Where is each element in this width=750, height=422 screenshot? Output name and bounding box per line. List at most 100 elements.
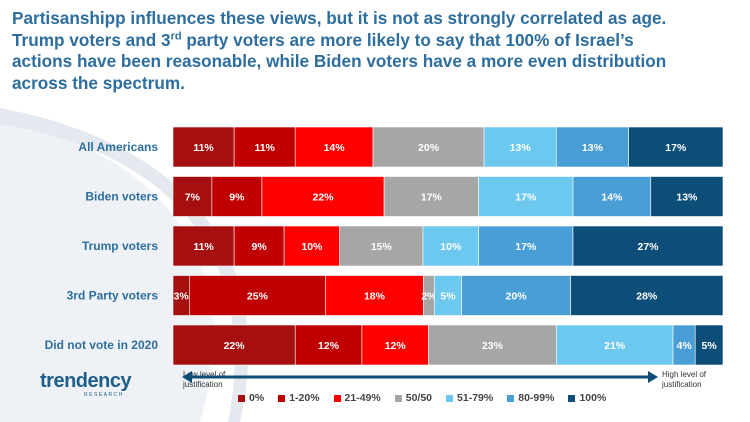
title-line-3: actions have been reasonable, while Bide… xyxy=(12,51,667,71)
category-label: Did not vote in 2020 xyxy=(45,338,159,352)
legend-item: 1-20% xyxy=(278,392,320,404)
bar-segment xyxy=(556,126,629,168)
data-label: 3% xyxy=(174,291,190,303)
bar-segment xyxy=(261,176,385,217)
data-label: 17% xyxy=(515,241,537,253)
legend-item: 51-79% xyxy=(446,392,493,404)
data-label: 18% xyxy=(364,291,386,303)
legend-item: 50/50 xyxy=(394,392,433,404)
legend-label: 100% xyxy=(579,392,607,404)
data-label: 7% xyxy=(185,192,201,204)
data-label: 12% xyxy=(385,340,407,352)
bar-segment xyxy=(211,176,263,217)
bar-segment xyxy=(422,225,479,267)
bar-segment xyxy=(294,126,374,168)
bar-segment xyxy=(372,126,485,168)
data-label: 13% xyxy=(510,142,532,154)
category-label: Trump voters xyxy=(82,239,158,253)
data-label: 9% xyxy=(229,192,245,204)
bar-segment xyxy=(483,126,557,168)
legend-label: 80-99% xyxy=(518,392,555,404)
category-label: All Americans xyxy=(78,140,158,154)
legend-item: 21-49% xyxy=(333,392,381,404)
bar-segment xyxy=(570,275,724,316)
bar-segment xyxy=(172,176,213,217)
data-label: 17% xyxy=(515,192,537,204)
data-label: 5% xyxy=(440,291,456,303)
data-label: 10% xyxy=(301,241,323,253)
chart-legend: 0% 1-20% 21-49% 50/50 51-79% 80-99% 100% xyxy=(238,392,606,404)
bar-segment xyxy=(339,225,424,267)
bar-segment xyxy=(283,225,340,267)
legend-item: 100% xyxy=(568,392,606,404)
trendency-logo: trendency xyxy=(40,370,132,393)
data-label: 14% xyxy=(324,142,346,154)
data-label: 11% xyxy=(193,241,214,253)
legend-swatch xyxy=(568,394,576,402)
legend-item: 80-99% xyxy=(507,392,554,404)
data-label: 11% xyxy=(193,142,214,154)
data-label: 13% xyxy=(676,192,698,204)
data-label: 11% xyxy=(254,142,275,154)
legend-label: 21-49% xyxy=(344,392,381,404)
legend-swatch xyxy=(446,394,454,402)
legend-item: 0% xyxy=(238,392,264,404)
data-label: 14% xyxy=(601,192,623,204)
data-label: 25% xyxy=(247,291,269,303)
data-label: 9% xyxy=(252,241,268,253)
title-superscript: rd xyxy=(170,29,182,42)
legend-label: 0% xyxy=(249,392,265,404)
data-label: 20% xyxy=(418,142,440,154)
high-justification-label: High level of justification xyxy=(662,370,707,389)
bar-segment xyxy=(294,324,363,366)
bar-segment xyxy=(189,275,326,316)
bar-segment xyxy=(572,176,652,217)
data-label: 20% xyxy=(506,291,528,303)
bar-segment xyxy=(233,126,296,168)
bar-segment xyxy=(428,324,557,366)
bar-segment xyxy=(628,126,724,168)
data-label: 12% xyxy=(318,340,340,352)
data-label: 17% xyxy=(665,142,687,154)
bar-segment xyxy=(572,225,724,267)
bar-segment xyxy=(694,324,724,366)
bar-segment xyxy=(233,225,285,267)
bar-segment xyxy=(650,176,724,217)
legend-swatch xyxy=(278,394,286,402)
bar-segment xyxy=(461,275,571,316)
low-justification-label: Low level of justification xyxy=(183,370,226,389)
title-line-2a: Trump voters and 3 xyxy=(12,29,171,50)
logo-subtitle: RESEARCH xyxy=(84,392,124,398)
chart-title: Partisanshipp influences these views, bu… xyxy=(12,8,740,94)
data-label: 27% xyxy=(637,241,659,253)
legend-label: 1-20% xyxy=(289,392,320,404)
bar-segment xyxy=(383,176,479,217)
data-label: 22% xyxy=(224,340,246,352)
title-line-1: Partisanshipp influences these views, bu… xyxy=(12,8,667,28)
data-label: 4% xyxy=(677,340,693,352)
category-label: Biden voters xyxy=(85,190,158,204)
legend-swatch xyxy=(394,394,402,402)
bar-segment xyxy=(478,176,574,217)
legend-swatch xyxy=(333,394,341,402)
legend-label: 50/50 xyxy=(405,392,433,404)
title-line-2b: party voters are more likely to say that… xyxy=(181,29,634,50)
data-label: 15% xyxy=(371,241,393,253)
bar-segment xyxy=(172,225,235,267)
bar-segment xyxy=(361,324,429,366)
data-label: 23% xyxy=(482,340,504,352)
data-label: 10% xyxy=(440,241,462,253)
data-label: 13% xyxy=(582,142,604,154)
bar-segment xyxy=(478,225,574,267)
data-label: 2% xyxy=(421,291,437,303)
data-label: 21% xyxy=(604,340,626,352)
legend-swatch xyxy=(507,394,515,402)
category-label: 3rd Party voters xyxy=(67,289,159,303)
title-line-4: across the spectrum. xyxy=(12,72,185,93)
logo-wordmark: trendency xyxy=(40,370,132,392)
bar-segment xyxy=(556,324,674,366)
data-label: 17% xyxy=(421,192,443,204)
data-label: 5% xyxy=(702,340,718,352)
